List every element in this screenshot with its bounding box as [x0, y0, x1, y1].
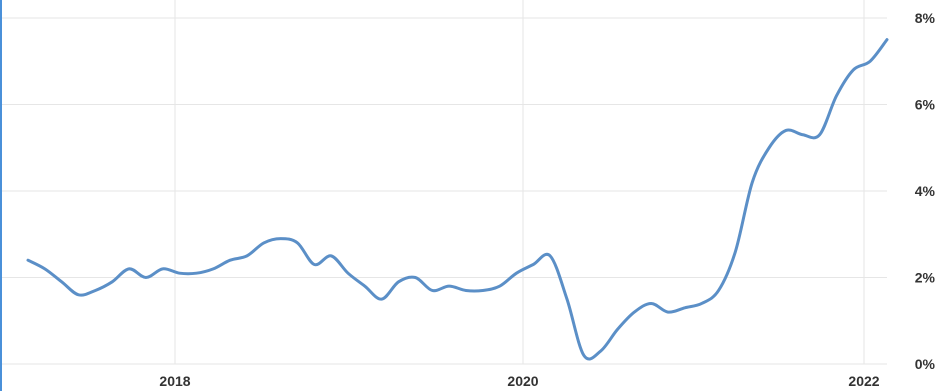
y-tick-label: 8% — [915, 10, 936, 26]
y-axis-ticks: 0% 2% 4% 6% 8% — [915, 10, 936, 372]
y-tick-label: 2% — [915, 270, 936, 286]
x-tick-label: 2022 — [848, 373, 879, 389]
y-tick-label: 0% — [915, 356, 936, 372]
left-border — [0, 0, 2, 391]
series-group — [26, 38, 889, 361]
grid-lines — [0, 0, 887, 365]
x-tick-label: 2018 — [159, 373, 190, 389]
x-tick-label: 2020 — [507, 373, 538, 389]
series-line — [26, 38, 889, 361]
y-tick-label: 6% — [915, 97, 936, 113]
y-tick-label: 4% — [915, 183, 936, 199]
x-axis-ticks: 2018 2020 2022 — [159, 373, 879, 389]
